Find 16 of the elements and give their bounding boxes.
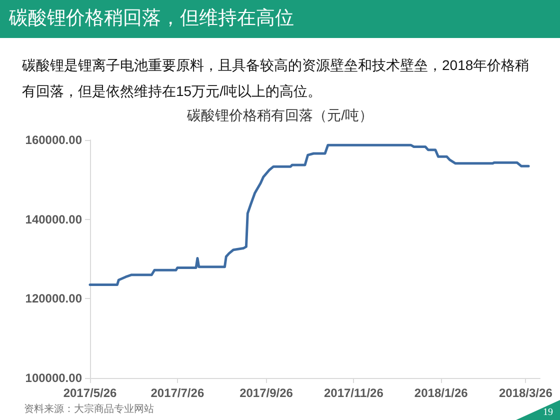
y-tick-label: 140000.00 xyxy=(25,212,82,226)
chart-title: 碳酸锂价格稍回落，但维持在高位 xyxy=(9,7,294,31)
y-tick-label: 160000.00 xyxy=(25,133,82,147)
text: 资料来源：大宗商品专业网站 xyxy=(24,404,154,416)
text: 碳酸锂价格稍有回落（元/吨） xyxy=(186,107,373,123)
x-tick-label: 2018/1/26 xyxy=(414,386,468,400)
y-tick-label: 120000.00 xyxy=(25,292,82,306)
text: 19 xyxy=(543,407,553,419)
chart-subtitle: 碳酸锂是锂离子电池重要原料，且具备较高的资源壁垒和技术壁垒，2018年价格稍有回落，但是依然维持在15万元/吨以上的高位。 xyxy=(22,56,530,101)
x-tick-label: 2017/5/26 xyxy=(63,386,118,400)
line-series xyxy=(88,144,530,286)
x-tick-label: 2017/7/26 xyxy=(150,386,204,400)
x-tick-label: 2018/3/26 xyxy=(498,386,553,400)
y-tick-label: 100000.00 xyxy=(25,371,82,385)
x-tick-label: 2017/9/26 xyxy=(240,386,294,400)
x-tick-label: 2017/11/26 xyxy=(324,386,384,400)
